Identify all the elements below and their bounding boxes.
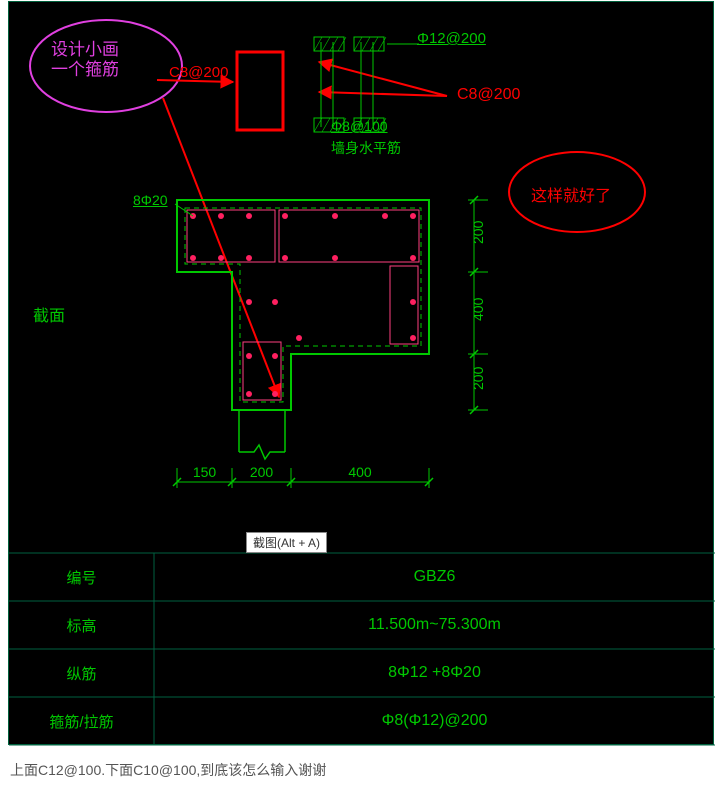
magenta-note-line2: 一个箍筋 [51, 60, 119, 80]
dim-vert-label: 200 [470, 367, 486, 390]
cad-canvas: 设计小画 一个箍筋 C8@200 C8@200 这样就好了 Φ12@200 Φ8… [8, 1, 714, 745]
magenta-note-line1: 设计小画 [51, 40, 119, 60]
dim-vert-label: 200 [470, 221, 486, 244]
table-row-value: GBZ6 [154, 553, 715, 601]
table-row-label: 标高 [9, 601, 154, 649]
table-row-label: 编号 [9, 553, 154, 601]
phi8-100-label: Φ8@100 [331, 118, 388, 134]
c8-right-label: C8@200 [457, 86, 520, 104]
dim-horiz-label: 150 [177, 464, 232, 480]
phi12-label: Φ12@200 [417, 30, 486, 47]
table-row-value: 8Φ12 +8Φ20 [154, 649, 715, 697]
table-row-value: Φ8(Φ12)@200 [154, 697, 715, 745]
c8-left-label: C8@200 [169, 64, 228, 81]
dim-horiz-label: 200 [232, 464, 291, 480]
dim-vert-label: 400 [470, 298, 486, 321]
red-ellipse-text: 这样就好了 [531, 182, 611, 206]
bottom-question-text: 上面C12@100.下面C10@100,到底该怎么输入谢谢 [10, 760, 326, 780]
wall-horiz-label: 墙身水平筋 [331, 138, 401, 158]
table-row-value: 11.500m~75.300m [154, 601, 715, 649]
table-row-label: 箍筋/拉筋 [9, 697, 154, 745]
table-row-label: 纵筋 [9, 649, 154, 697]
screenshot-tooltip: 截图(Alt + A) [246, 532, 327, 553]
phi20-label: 8Φ20 [133, 192, 168, 208]
section-label: 截面 [33, 302, 65, 326]
frame: 设计小画 一个箍筋 C8@200 C8@200 这样就好了 Φ12@200 Φ8… [0, 0, 722, 789]
dim-horiz-label: 400 [291, 464, 429, 480]
